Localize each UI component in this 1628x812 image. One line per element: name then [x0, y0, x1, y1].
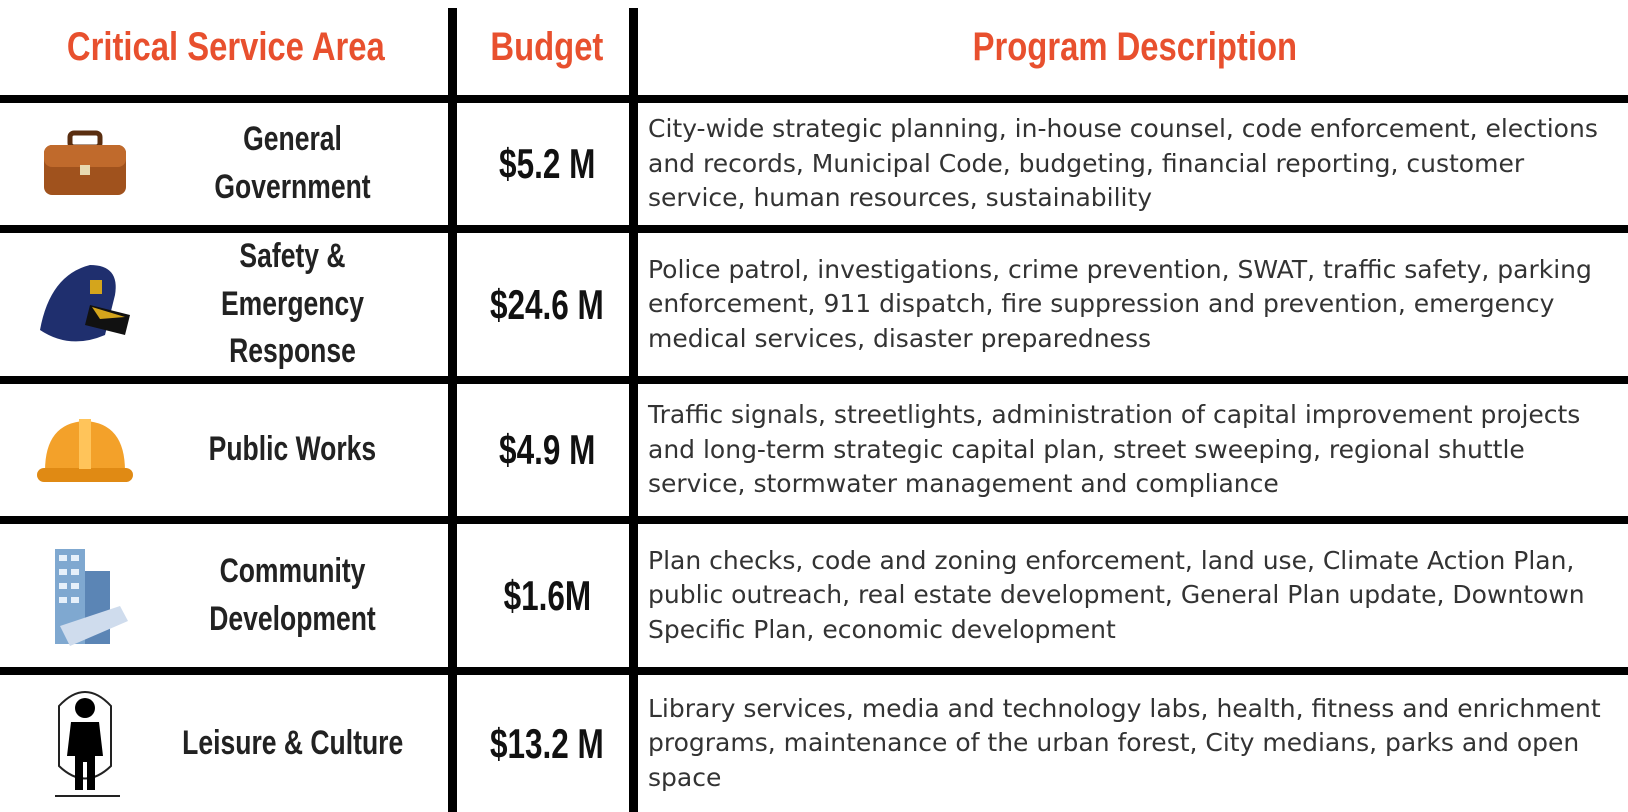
- area-cell: Leisure & Culture: [140, 675, 445, 812]
- budget-value: $24.6 M: [490, 280, 604, 328]
- budget-value: $4.9 M: [498, 426, 596, 473]
- row-icon: [30, 233, 140, 376]
- row-divider: [0, 225, 1628, 233]
- description-text: Police patrol, investigations, crime pre…: [648, 254, 1592, 353]
- header-cell: Critical Service Area: [0, 0, 452, 95]
- column-divider: [629, 8, 638, 812]
- row-icon: [30, 384, 140, 516]
- area-name: Leisure & Culture: [181, 723, 404, 762]
- header-cell: Budget: [461, 0, 633, 95]
- budget-cell: $5.2 M: [461, 103, 633, 225]
- column-divider: [448, 8, 457, 812]
- area-cell: Public Works: [140, 384, 445, 516]
- budget-cell: $1.6M: [461, 524, 633, 667]
- row-icon: [30, 103, 140, 225]
- row-divider: [0, 95, 1628, 103]
- row-icon: [30, 524, 140, 667]
- header-text: Critical Service Area: [67, 25, 385, 69]
- header-cell: Program Description: [642, 0, 1628, 95]
- area-name: Safety & Emergency Response: [220, 237, 364, 371]
- description-cell: Library services, media and technology l…: [648, 675, 1608, 812]
- header-text: Program Description: [972, 25, 1298, 69]
- row-divider: [0, 376, 1628, 384]
- budget-cell: $13.2 M: [461, 675, 633, 812]
- row-divider: [0, 667, 1628, 675]
- description-cell: Plan checks, code and zoning enforcement…: [648, 524, 1608, 667]
- description-text: Plan checks, code and zoning enforcement…: [648, 545, 1585, 644]
- header-text: Budget: [490, 25, 604, 69]
- description-cell: Traffic signals, streetlights, administr…: [648, 384, 1608, 516]
- budget-value: $13.2 M: [490, 719, 604, 767]
- budget-cell: $4.9 M: [461, 384, 633, 516]
- row-divider: [0, 516, 1628, 524]
- area-cell: General Government: [140, 103, 445, 225]
- area-name: Public Works: [208, 430, 377, 469]
- area-cell: Safety & Emergency Response: [140, 233, 445, 376]
- area-cell: Community Development: [140, 524, 445, 667]
- description-text: Library services, media and technology l…: [648, 693, 1601, 792]
- budget-value: $5.2 M: [498, 140, 596, 187]
- budget-cell: $24.6 M: [461, 233, 633, 376]
- area-name: General Government: [214, 120, 371, 206]
- description-text: City-wide strategic planning, in-house c…: [648, 114, 1598, 213]
- description-cell: Police patrol, investigations, crime pre…: [648, 233, 1608, 376]
- budget-value: $1.6M: [503, 571, 591, 619]
- description-text: Traffic signals, streetlights, administr…: [648, 400, 1581, 499]
- row-icon: [30, 675, 140, 812]
- area-name: Community Development: [209, 551, 376, 638]
- description-cell: City-wide strategic planning, in-house c…: [648, 103, 1608, 225]
